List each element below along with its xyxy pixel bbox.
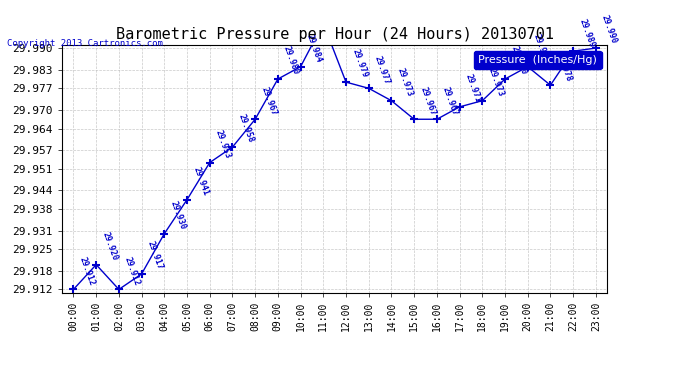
Pressure  (Inches/Hg) (115, 287, 123, 292)
Pressure  (Inches/Hg) (342, 80, 350, 84)
Text: 29.920: 29.920 (100, 231, 119, 262)
Pressure  (Inches/Hg) (546, 83, 555, 87)
Pressure  (Inches/Hg) (569, 49, 578, 54)
Text: Copyright 2013 Cartronics.com: Copyright 2013 Cartronics.com (7, 39, 163, 48)
Text: 29.990: 29.990 (600, 14, 619, 45)
Text: 29.979: 29.979 (350, 48, 369, 80)
Pressure  (Inches/Hg) (501, 77, 509, 81)
Pressure  (Inches/Hg) (160, 231, 168, 236)
Text: 29.967: 29.967 (441, 85, 460, 117)
Pressure  (Inches/Hg) (364, 86, 373, 91)
Text: 29.971: 29.971 (464, 73, 482, 104)
Text: 29.984: 29.984 (305, 33, 324, 64)
Text: 29.998: 29.998 (0, 374, 1, 375)
Text: 29.973: 29.973 (395, 67, 414, 98)
Line: Pressure  (Inches/Hg): Pressure (Inches/Hg) (69, 19, 600, 294)
Text: 29.977: 29.977 (373, 54, 392, 86)
Pressure  (Inches/Hg) (387, 99, 395, 103)
Text: 29.984: 29.984 (532, 33, 551, 64)
Pressure  (Inches/Hg) (592, 46, 600, 50)
Text: 29.941: 29.941 (191, 166, 210, 197)
Pressure  (Inches/Hg) (319, 21, 328, 26)
Legend: Pressure  (Inches/Hg): Pressure (Inches/Hg) (474, 51, 602, 69)
Text: 29.967: 29.967 (259, 85, 278, 117)
Pressure  (Inches/Hg) (433, 117, 441, 122)
Title: Barometric Pressure per Hour (24 Hours) 20130701: Barometric Pressure per Hour (24 Hours) … (116, 27, 553, 42)
Pressure  (Inches/Hg) (206, 160, 214, 165)
Text: 29.917: 29.917 (146, 240, 164, 271)
Text: 29.912: 29.912 (77, 255, 97, 286)
Pressure  (Inches/Hg) (455, 105, 464, 109)
Text: 29.953: 29.953 (214, 129, 233, 160)
Pressure  (Inches/Hg) (297, 64, 305, 69)
Text: 29.973: 29.973 (486, 67, 505, 98)
Text: 29.930: 29.930 (168, 200, 187, 231)
Pressure  (Inches/Hg) (478, 99, 486, 103)
Pressure  (Inches/Hg) (183, 197, 191, 202)
Pressure  (Inches/Hg) (274, 77, 282, 81)
Text: 29.978: 29.978 (555, 51, 573, 82)
Pressure  (Inches/Hg) (228, 145, 237, 149)
Pressure  (Inches/Hg) (410, 117, 418, 122)
Text: 29.980: 29.980 (509, 45, 528, 76)
Pressure  (Inches/Hg) (524, 64, 532, 69)
Pressure  (Inches/Hg) (69, 287, 77, 292)
Text: 29.980: 29.980 (282, 45, 301, 76)
Text: 29.912: 29.912 (123, 255, 141, 286)
Text: 29.958: 29.958 (237, 113, 255, 144)
Text: 29.967: 29.967 (418, 85, 437, 117)
Pressure  (Inches/Hg) (92, 262, 100, 267)
Pressure  (Inches/Hg) (137, 272, 146, 276)
Text: 29.989: 29.989 (578, 17, 596, 48)
Pressure  (Inches/Hg) (251, 117, 259, 122)
